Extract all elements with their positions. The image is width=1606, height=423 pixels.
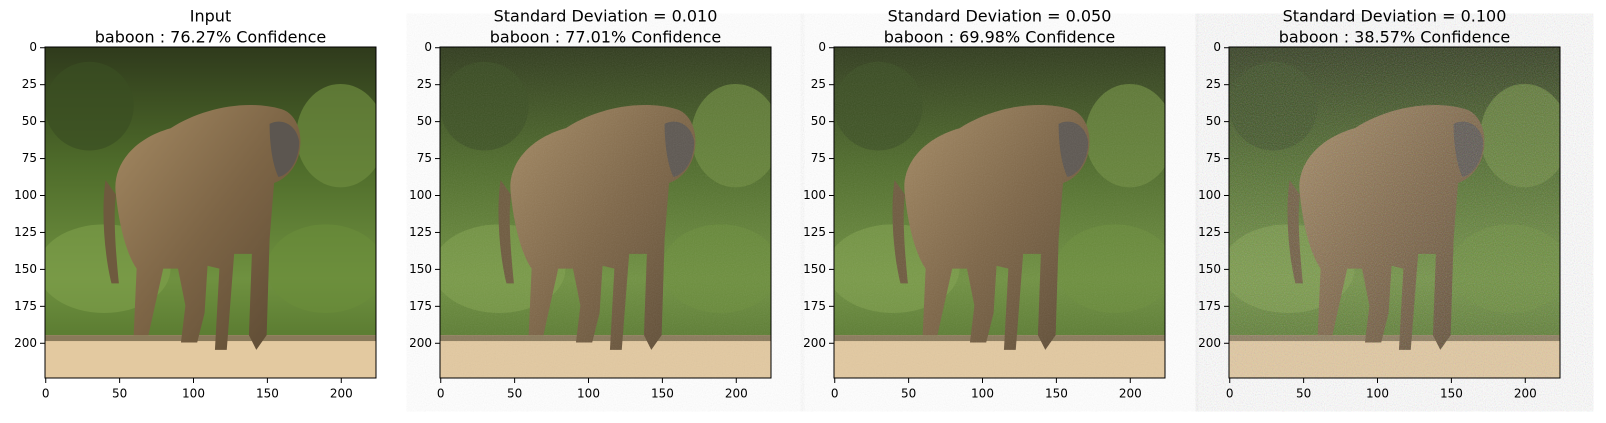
x-tick-label: 0 — [42, 387, 50, 401]
image-panel: 0 50 100 150 200 0 25 50 75 100 125 150 175 200 Standa… — [803, 7, 1166, 401]
panel-title: Input — [190, 7, 231, 26]
x-tick-label: 100 — [577, 387, 600, 401]
y-tick-label: 200 — [409, 336, 432, 350]
x-tick-label: 100 — [971, 387, 994, 401]
y-tick-label: 0 — [29, 40, 37, 54]
panel-title: Standard Deviation = 0.010 — [494, 7, 718, 26]
x-tick-label: 0 — [437, 387, 445, 401]
y-tick-label: 75 — [1206, 151, 1221, 165]
y-tick-label: 0 — [818, 40, 826, 54]
x-tick-label: 100 — [1366, 387, 1389, 401]
x-tick-label: 150 — [256, 387, 279, 401]
x-tick-label: 50 — [1296, 387, 1311, 401]
x-tick-label: 50 — [507, 387, 522, 401]
y-tick-label: 200 — [803, 336, 826, 350]
x-tick-label: 200 — [330, 387, 353, 401]
y-tick-label: 175 — [14, 299, 37, 313]
image-panel: 0 50 100 150 200 0 25 50 75 100 125 150 175 200 Input b… — [14, 7, 377, 401]
axes-frame — [833, 46, 1166, 379]
y-tick-label: 175 — [409, 299, 432, 313]
x-tick-label: 50 — [112, 387, 127, 401]
y-tick-label: 150 — [803, 262, 826, 276]
y-tick-label: 150 — [1198, 262, 1221, 276]
y-tick-label: 125 — [409, 225, 432, 239]
panel-subtitle: baboon : 77.01% Confidence — [490, 28, 721, 47]
y-tick-label: 75 — [22, 151, 37, 165]
x-tick-label: 150 — [1045, 387, 1068, 401]
y-tick-label: 0 — [1213, 40, 1221, 54]
y-tick-label: 125 — [803, 225, 826, 239]
axes-frame — [439, 46, 772, 379]
image — [45, 47, 376, 378]
panel-subtitle: baboon : 38.57% Confidence — [1279, 28, 1510, 47]
y-tick-label: 150 — [409, 262, 432, 276]
x-tick-label: 100 — [182, 387, 205, 401]
y-tick-label: 100 — [1198, 188, 1221, 202]
y-tick-label: 50 — [417, 114, 432, 128]
y-tick-label: 50 — [811, 114, 826, 128]
y-tick-label: 125 — [1198, 225, 1221, 239]
y-tick-label: 150 — [14, 262, 37, 276]
panel-subtitle: baboon : 69.98% Confidence — [884, 28, 1115, 47]
image-noise — [1229, 47, 1560, 378]
y-tick-label: 25 — [811, 77, 826, 91]
y-tick-label: 25 — [417, 77, 432, 91]
y-tick-label: 25 — [22, 77, 37, 91]
y-tick-label: 200 — [1198, 336, 1221, 350]
y-tick-label: 100 — [803, 188, 826, 202]
x-tick-label: 0 — [831, 387, 839, 401]
x-tick-label: 200 — [1514, 387, 1537, 401]
x-tick-label: 150 — [651, 387, 674, 401]
y-tick-label: 50 — [22, 114, 37, 128]
x-tick-label: 0 — [1226, 387, 1234, 401]
y-tick-label: 50 — [1206, 114, 1221, 128]
y-tick-label: 0 — [424, 40, 432, 54]
image-panel: 0 50 100 150 200 0 25 50 75 100 125 150 175 200 Standa… — [1198, 7, 1561, 401]
y-tick-label: 75 — [417, 151, 432, 165]
x-tick-label: 150 — [1440, 387, 1463, 401]
y-tick-label: 175 — [1198, 299, 1221, 313]
x-tick-label: 200 — [1119, 387, 1142, 401]
x-tick-label: 200 — [725, 387, 748, 401]
y-tick-label: 25 — [1206, 77, 1221, 91]
y-tick-label: 100 — [14, 188, 37, 202]
image-noise — [440, 47, 771, 378]
y-tick-label: 100 — [409, 188, 432, 202]
y-tick-label: 200 — [14, 336, 37, 350]
image-panel: 0 50 100 150 200 0 25 50 75 100 125 150 175 200 Standa… — [409, 7, 772, 401]
y-tick-label: 175 — [803, 299, 826, 313]
y-tick-label: 125 — [14, 225, 37, 239]
panel-subtitle: baboon : 76.27% Confidence — [95, 28, 326, 47]
axes-frame — [44, 46, 377, 379]
y-tick-label: 75 — [811, 151, 826, 165]
image-noise — [834, 47, 1165, 378]
panel-title: Standard Deviation = 0.100 — [1283, 7, 1507, 26]
axes-frame — [1228, 46, 1561, 379]
x-tick-label: 50 — [901, 387, 916, 401]
panel-title: Standard Deviation = 0.050 — [888, 7, 1112, 26]
